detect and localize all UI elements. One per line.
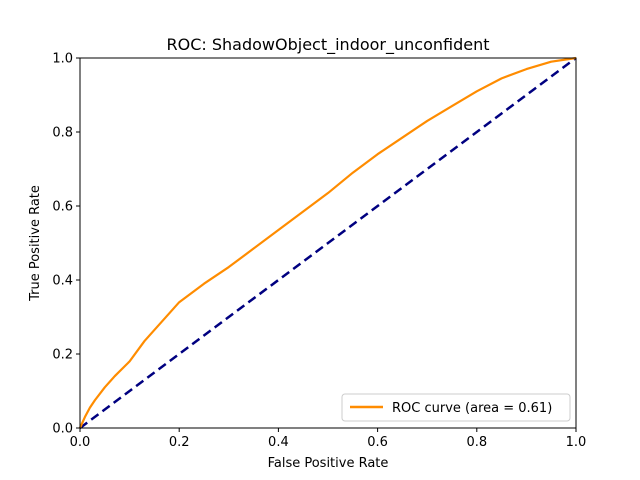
x-axis-label: False Positive Rate (268, 456, 389, 471)
y-tick-label: 0.6 (52, 200, 73, 215)
x-axis-ticks: 0.0 0.2 0.4 0.6 0.8 1.0 (70, 428, 587, 450)
y-tick-label: 0.8 (52, 126, 73, 141)
chance-reference-line (79, 56, 577, 430)
y-tick-label: 0.4 (52, 274, 73, 289)
y-tick-label: 0.2 (52, 348, 73, 363)
chart-title: ROC: ShadowObject_indoor_unconfident (167, 35, 490, 55)
y-tick-label: 0.0 (52, 422, 73, 437)
legend-label: ROC curve (area = 0.61) (392, 401, 552, 416)
y-tick-label: 1.0 (52, 52, 73, 67)
x-tick-label: 0.2 (169, 435, 190, 450)
plot-frame (79, 57, 577, 429)
x-tick-label: 1.0 (566, 435, 587, 450)
roc-curve-line (78, 56, 577, 429)
x-tick-label: 0.6 (367, 435, 388, 450)
plot-content (78, 56, 577, 430)
y-axis-label: True Positive Rate (28, 185, 43, 302)
legend: ROC curve (area = 0.61) (341, 393, 571, 422)
legend-box (341, 393, 571, 422)
y-axis-ticks: 0.0 0.2 0.4 0.6 0.8 1.0 (52, 52, 80, 437)
x-tick-label: 0.4 (268, 435, 289, 450)
x-tick-label: 0.8 (466, 435, 487, 450)
x-tick-label: 0.0 (70, 435, 91, 450)
